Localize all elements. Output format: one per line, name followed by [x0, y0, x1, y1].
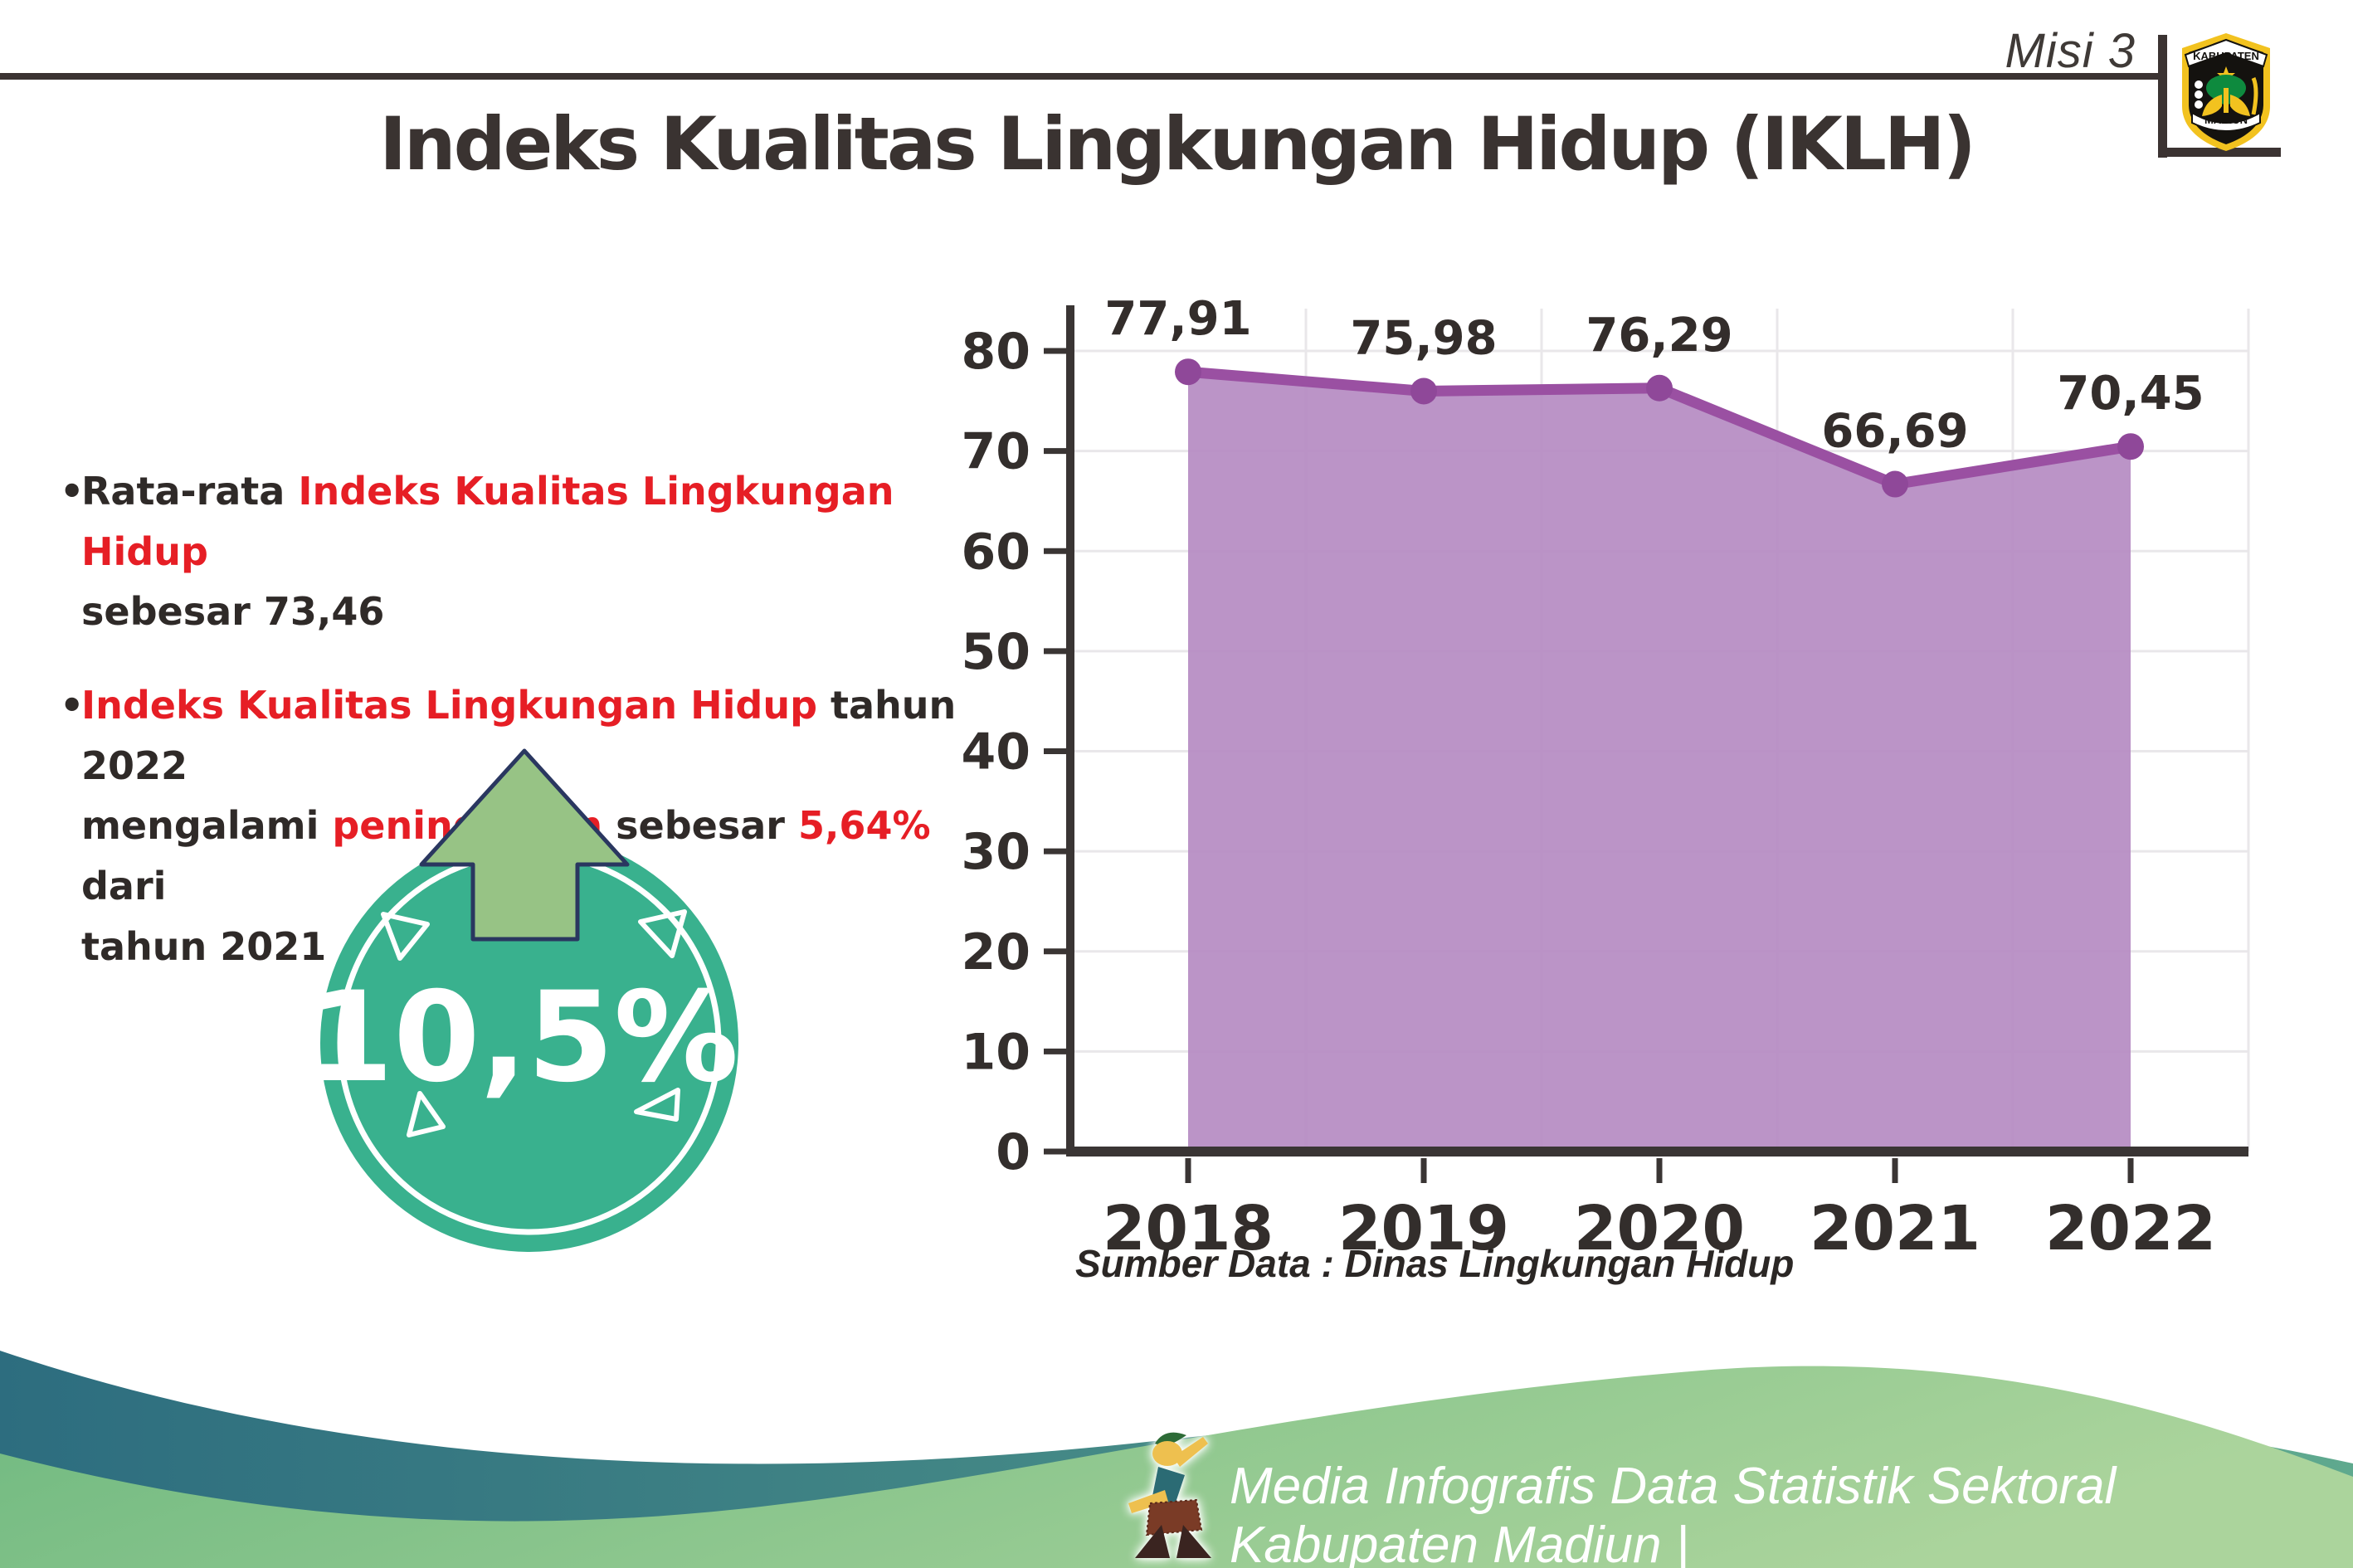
key-findings-bullets: • Rata-rata Indeks Kualitas Lingkungan Hi…: [60, 461, 1022, 1010]
bullet-text-segment: 5,64%: [797, 803, 931, 849]
logo-wing-right: [2230, 95, 2250, 116]
data-label: 70,45: [2057, 367, 2204, 421]
footer-caption: Media Infografis Data Statistik Sektoral…: [1230, 1458, 2117, 1568]
bullet-text-segment: dari: [81, 864, 167, 909]
data-point-marker: [2117, 433, 2144, 460]
header-rule: [0, 73, 2163, 80]
bullet-text-segment: tahun 2022: [81, 683, 957, 788]
x-tick-label: 2020: [1574, 1193, 1745, 1264]
iklh-area-chart: 77,91 75,98 76,29 66,69 70,45 0 10 20 30 40 50 60 70…: [962, 292, 2250, 1264]
bullet-text-segment: sebesar 73,46: [81, 589, 385, 635]
bullet-text-segment: Indeks Kualitas Lingkungan Hidup: [81, 469, 894, 574]
growth-badge: 10,5%: [307, 748, 738, 1252]
bullet-text-segment: tahun 2021: [81, 923, 327, 969]
bullet-text-segment: Rata-rata: [81, 469, 299, 514]
bullet-text-segment: Indeks Kualitas Lingkungan Hidup: [81, 683, 818, 728]
badge-value: 10,5%: [307, 966, 738, 1110]
data-label: 77,91: [1104, 292, 1251, 346]
area-series-fill: [1188, 372, 2131, 1152]
data-point-marker: [1646, 374, 1673, 402]
data-source-caption: Sumber Data : Dinas Lingkungan Hidup: [1075, 1242, 1795, 1285]
badge-triangle-se: [634, 1088, 680, 1122]
misi-label: Misi 3: [2005, 24, 2136, 78]
data-label: 66,69: [1821, 405, 1968, 459]
badge-circle: [320, 834, 738, 1252]
logo-top-banner: [2184, 38, 2268, 68]
x-tick-label: 2019: [1338, 1193, 1509, 1264]
bullet-dot: •: [60, 469, 85, 514]
dancer-mascot-icon: [1128, 1432, 1211, 1558]
data-label: 75,98: [1350, 311, 1497, 365]
data-label: 76,29: [1586, 309, 1732, 363]
page-title: Indeks Kualitas Lingkungan Hidup (IKLH): [379, 101, 1976, 187]
data-point-marker: [1882, 470, 1908, 498]
y-tick-label: 10: [962, 1023, 1031, 1081]
logo-bottom-text: MADIUN: [2204, 114, 2248, 126]
logo-wing-left: [2202, 95, 2222, 116]
badge-triangle-ne: [638, 909, 687, 958]
bullet-text-segment: mengalami: [81, 803, 333, 849]
bullet-text-segment: sebesar: [602, 803, 798, 849]
logo-bottom-banner: [2191, 111, 2261, 132]
logo-top-text: KABUPATEN: [2193, 50, 2259, 62]
y-tick-label: 60: [962, 523, 1031, 581]
logo-frame-vertical: [2158, 35, 2167, 158]
footer-wave-green: [0, 1366, 2353, 1568]
bullet-dot: •: [60, 683, 85, 728]
x-tick-label: 2021: [1810, 1193, 1980, 1264]
y-tick-label: 0: [996, 1123, 1030, 1181]
badge-triangle-nw: [381, 912, 430, 961]
y-tick-label: 70: [962, 423, 1031, 481]
y-tick-label: 30: [962, 823, 1031, 881]
y-tick-label: 50: [962, 623, 1031, 681]
y-tick-label: 80: [962, 323, 1031, 381]
bullet-item-1: • Rata-rata Indeks Kualitas Lingkungan Hi…: [60, 461, 1022, 642]
kabupaten-madiun-logo: KABUPATEN MADIUN: [2182, 33, 2270, 151]
badge-triangle-sw: [407, 1091, 446, 1137]
data-point-marker: [1410, 377, 1437, 405]
y-tick-label: 40: [962, 723, 1031, 782]
logo-frame-horizontal: [2158, 148, 2281, 157]
y-tick-label: 20: [962, 923, 1031, 981]
data-point-marker: [1175, 358, 1201, 386]
x-tick-label: 2018: [1103, 1193, 1274, 1264]
up-arrow-icon: [419, 748, 630, 942]
x-tick-label: 2022: [2045, 1193, 2216, 1264]
